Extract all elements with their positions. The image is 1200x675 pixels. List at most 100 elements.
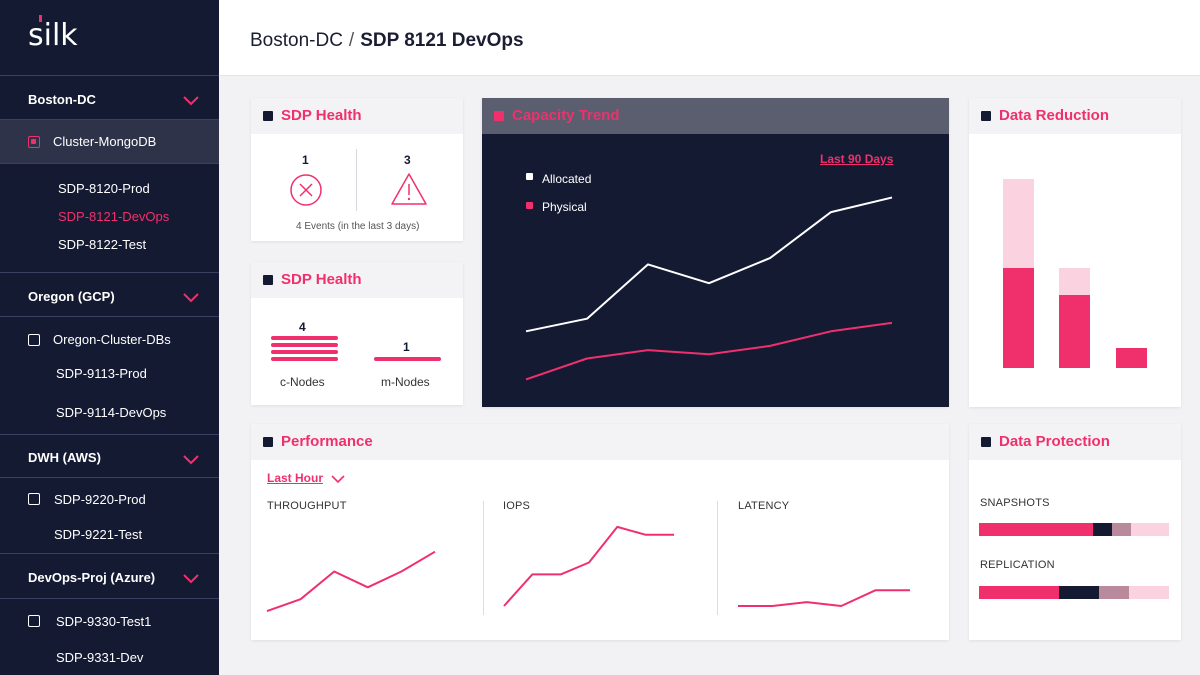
logo-accent-mark <box>39 15 42 22</box>
legend-swatch-allocated <box>526 173 533 180</box>
card-title: SDP Health <box>281 271 362 288</box>
card-header: SDP Health <box>251 98 463 134</box>
bar-base-3 <box>1116 348 1147 368</box>
cluster-row-mongodb[interactable]: Cluster-MongoDB <box>0 120 219 164</box>
warning-count: 3 <box>404 153 411 167</box>
bar-base-2 <box>1059 295 1090 368</box>
legend-allocated: Allocated <box>542 172 592 186</box>
card-header: Data Reduction <box>969 98 1181 134</box>
chevron-down-icon[interactable] <box>183 293 199 303</box>
divider <box>0 272 219 273</box>
cluster-label[interactable]: SDP-9220-Prod <box>54 492 146 507</box>
c-node-bar <box>271 336 338 340</box>
card-title: Performance <box>281 433 373 450</box>
sidebar-item-sdp-9331[interactable]: SDP-9331-Dev <box>56 650 144 665</box>
replication-segment <box>1058 586 1099 599</box>
events-caption: 4 Events (in the last 3 days) <box>296 221 420 232</box>
chevron-down-icon[interactable] <box>183 455 199 465</box>
bar-base-1 <box>1003 268 1034 368</box>
cluster-label[interactable]: Oregon-Cluster-DBs <box>53 332 171 347</box>
sidebar: silk Boston-DC Cluster-MongoDB SDP-8120-… <box>0 0 219 675</box>
sidebar-item-sdp-9113[interactable]: SDP-9113-Prod <box>56 366 147 381</box>
breadcrumb-separator: / <box>348 30 355 51</box>
series-line-throughput <box>266 550 436 613</box>
bar-top-2 <box>1059 268 1090 295</box>
replication-segment <box>1129 586 1169 599</box>
divider <box>0 75 219 76</box>
data-reduction-card: Data Reduction <box>969 98 1181 407</box>
divider <box>0 119 219 120</box>
c-node-bar <box>271 350 338 354</box>
group-boston-dc[interactable]: Boston-DC <box>28 92 96 107</box>
cluster-checkbox[interactable] <box>28 493 40 505</box>
divider <box>0 477 219 478</box>
breadcrumb-parent[interactable]: Boston-DC <box>250 30 343 51</box>
warning-triangle-icon[interactable] <box>390 172 428 206</box>
series-line-physical <box>525 321 893 381</box>
performance-card: Performance Last Hour THROUGHPUT IOPS LA… <box>251 424 949 640</box>
cluster-checkbox[interactable] <box>28 136 40 148</box>
m-nodes-label: m-Nodes <box>381 375 430 389</box>
card-header: Data Protection <box>969 424 1181 460</box>
group-dwh-aws[interactable]: DWH (AWS) <box>28 450 101 465</box>
divider <box>483 501 484 615</box>
group-devops-proj[interactable]: DevOps-Proj (Azure) <box>28 570 156 585</box>
sidebar-item-sdp-9114[interactable]: SDP-9114-DevOps <box>56 405 167 420</box>
error-count: 1 <box>302 153 309 167</box>
chevron-down-icon[interactable] <box>183 96 199 106</box>
sidebar-item-sdp-9221[interactable]: SDP-9221-Test <box>54 527 143 542</box>
snapshots-label: SNAPSHOTS <box>980 497 1050 509</box>
c-node-bar <box>271 343 338 347</box>
header: Boston-DC / SDP 8121 DevOps <box>219 0 1200 76</box>
throughput-label: THROUGHPUT <box>267 500 347 512</box>
c-nodes-count: 4 <box>299 320 306 334</box>
snapshots-segment <box>979 523 1093 536</box>
error-x-icon[interactable] <box>289 173 323 207</box>
group-oregon[interactable]: Oregon (GCP) <box>28 289 115 304</box>
divider <box>0 553 219 554</box>
range-link-90-days[interactable]: Last 90 Days <box>820 152 894 166</box>
divider <box>717 501 718 615</box>
cluster-label: Cluster-MongoDB <box>53 134 157 149</box>
card-marker-icon <box>981 437 991 447</box>
divider <box>0 163 219 164</box>
card-marker-icon <box>981 111 991 121</box>
card-header: Performance <box>251 424 949 460</box>
logo-text: silk <box>28 18 78 53</box>
sidebar-item-sdp-8120[interactable]: SDP-8120-Prod <box>58 181 150 196</box>
range-link-last-hour[interactable]: Last Hour <box>267 471 324 485</box>
data-reduction-bar-chart <box>1003 179 1147 368</box>
m-nodes-count: 1 <box>403 340 410 354</box>
cluster-checkbox[interactable] <box>28 334 40 346</box>
card-title: Capacity Trend <box>512 107 620 124</box>
divider <box>0 434 219 435</box>
chevron-down-icon[interactable] <box>183 574 199 584</box>
series-line-allocated <box>525 196 893 333</box>
capacity-trend-card: Capacity Trend Last 90 Days Allocated Ph… <box>482 98 949 407</box>
card-header: SDP Health <box>251 262 463 298</box>
cluster-label[interactable]: SDP-9330-Test1 <box>56 614 152 629</box>
chevron-down-icon[interactable] <box>331 475 345 484</box>
card-title: Data Reduction <box>999 107 1110 124</box>
iops-label: IOPS <box>503 500 531 512</box>
page-title: SDP 8121 DevOps <box>360 30 524 51</box>
series-line-latency <box>738 589 910 607</box>
c-node-bar <box>271 357 338 361</box>
card-header: Capacity Trend <box>482 98 949 134</box>
snapshots-segment <box>1093 523 1112 536</box>
cluster-checkbox[interactable] <box>28 615 40 627</box>
data-protection-card: Data Protection SNAPSHOTS REPLICATION <box>969 424 1181 640</box>
m-node-bar <box>374 357 441 361</box>
breadcrumb: Boston-DC / SDP 8121 DevOps <box>250 30 524 52</box>
divider <box>356 149 357 211</box>
silk-logo[interactable]: silk <box>28 15 78 53</box>
divider <box>0 598 219 599</box>
sdp-health-events-card: SDP Health 1 3 4 Events (in the last 3 d… <box>251 98 463 241</box>
sdp-health-nodes-card: SDP Health 4 c-Nodes 1 m-Nodes <box>251 262 463 405</box>
sidebar-item-sdp-8121[interactable]: SDP-8121-DevOps <box>58 209 170 224</box>
snapshots-segment <box>1131 523 1169 536</box>
card-marker-icon <box>263 437 273 447</box>
c-nodes-label: c-Nodes <box>280 375 325 389</box>
sidebar-item-sdp-8122[interactable]: SDP-8122-Test <box>58 237 147 252</box>
replication-bar <box>979 586 1169 599</box>
